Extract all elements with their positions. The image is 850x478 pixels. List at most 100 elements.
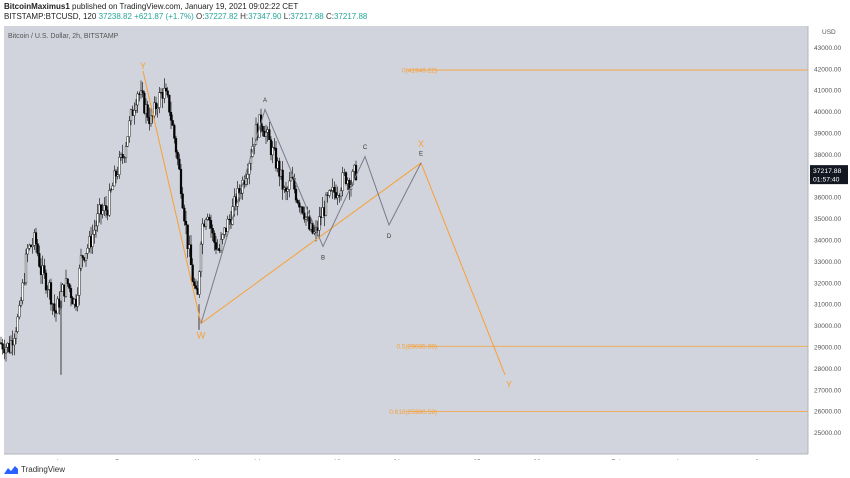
candle-body xyxy=(118,157,121,175)
candle-body xyxy=(209,220,213,229)
candle-body xyxy=(183,207,186,222)
open-label: O: xyxy=(196,12,205,21)
candle-body xyxy=(146,104,149,118)
y-tick-label: 30000.00 xyxy=(814,323,841,330)
candle-body xyxy=(9,340,13,353)
footer-brand[interactable]: TradingView xyxy=(21,464,66,474)
candle-body xyxy=(68,283,71,289)
candle-body xyxy=(19,300,23,306)
candle-body xyxy=(49,282,53,305)
candle-body xyxy=(101,210,104,215)
candle-body xyxy=(178,158,181,170)
y-tick-label: 25000.00 xyxy=(814,430,841,437)
candle-body xyxy=(191,264,194,282)
x-tick-label: 28 xyxy=(533,459,541,460)
candle-body xyxy=(336,195,339,199)
low-label: L: xyxy=(283,12,291,21)
candle-body xyxy=(13,338,16,346)
candle-body xyxy=(286,189,289,192)
candle-body xyxy=(53,303,56,312)
fib-level-label: 0(41940.22) xyxy=(402,68,437,75)
fib-levels-group: 0(41940.22) 0.5(29035.99) 0.618(25990.59) xyxy=(389,68,808,416)
candle-body xyxy=(84,253,88,261)
candle-body xyxy=(171,120,174,126)
candle-body xyxy=(164,87,168,91)
candle-body xyxy=(18,305,21,318)
author-name[interactable]: BitcoinMaximus1 xyxy=(4,2,70,11)
candle-body xyxy=(24,253,28,284)
x-tick-label: 21 xyxy=(393,459,401,460)
y-axis[interactable]: 25000.00 26000.00 27000.00 28000.00 29000.00… xyxy=(807,26,841,454)
wave-label: D xyxy=(387,234,392,240)
candle-body xyxy=(208,216,211,221)
candle-body xyxy=(143,92,146,114)
candle-body xyxy=(158,92,161,108)
candle-body xyxy=(174,138,178,153)
candle-body xyxy=(166,90,169,96)
x-tick-label: 11 xyxy=(194,459,201,460)
y-tick-label: 40000.00 xyxy=(814,109,841,116)
publisher-line: BitcoinMaximus1 published on TradingView… xyxy=(4,2,298,11)
candle-body xyxy=(81,255,84,258)
tradingview-logo-icon[interactable] xyxy=(4,465,18,474)
symbol-line: BITSTAMP:BTCUSD, 120 xyxy=(4,12,97,21)
candle-body xyxy=(34,232,38,244)
fib-level-label: 0.618(25990.59) xyxy=(389,409,437,416)
candle-body xyxy=(244,178,248,185)
candle-body xyxy=(99,204,103,215)
gray-wave-line xyxy=(200,107,422,324)
candle-body xyxy=(1,343,4,350)
price-change: +621.87 (+1.7%) xyxy=(134,12,194,21)
chart-header: BitcoinMaximus1 published on TradingView… xyxy=(0,0,850,24)
candle-body xyxy=(339,190,343,197)
price-tag-countdown: 01:57:40 xyxy=(813,177,840,184)
candle-body xyxy=(274,148,278,169)
chart-title: Bitcoin / U.S. Dollar, 2h, BITSTAMP xyxy=(8,33,119,40)
candle-body xyxy=(126,136,129,147)
x-tick-label: 14 xyxy=(253,459,261,460)
waves-group xyxy=(142,70,506,376)
candle-body xyxy=(219,239,223,251)
candle-body xyxy=(133,110,136,116)
candle-body xyxy=(334,192,338,199)
x-tick-label: Feb xyxy=(611,459,623,460)
y-tick-label: 32000.00 xyxy=(814,280,841,287)
candle-body xyxy=(16,316,19,332)
x-axis[interactable]: 4 7 11 14 18 21 25 28 Feb 4 8 xyxy=(4,453,808,460)
candle-body xyxy=(123,157,126,159)
candle-body xyxy=(0,342,3,344)
candle-body xyxy=(351,171,354,185)
candle-body xyxy=(86,247,89,254)
candle-body xyxy=(66,278,69,285)
wave-labels-group: A B C D E W X Y Y xyxy=(140,61,512,390)
candle-body xyxy=(271,147,274,156)
candle-body xyxy=(189,244,193,266)
x-tick-label: 25 xyxy=(473,459,481,460)
candle-body xyxy=(21,282,24,301)
candle-body xyxy=(64,278,68,297)
price-chart[interactable]: 0(41940.22)0.5(29035.99)0.618(25990.59) … xyxy=(0,24,850,460)
y-tick-label: 35000.00 xyxy=(814,216,841,223)
low-value: 37217.88 xyxy=(290,12,324,21)
candle-body xyxy=(296,199,299,203)
wave-label: X xyxy=(418,139,424,149)
wave-label: Y xyxy=(506,380,512,390)
fib-level-label: 0.5(29035.99) xyxy=(397,344,437,351)
candle-body xyxy=(96,213,99,227)
candle-body xyxy=(111,185,114,190)
candle-body xyxy=(318,216,321,231)
price-tag: 37217.88 01:57:40 xyxy=(810,165,848,185)
high-value: 37347.90 xyxy=(248,12,282,21)
candle-body xyxy=(198,271,201,295)
y-tick-label: 28000.00 xyxy=(814,366,841,373)
candle-body xyxy=(344,172,348,184)
candle-body xyxy=(26,248,29,255)
candle-body xyxy=(14,331,18,339)
candle-body xyxy=(169,112,173,121)
x-tick-label: 18 xyxy=(333,459,341,460)
candle-body xyxy=(193,281,196,286)
candle-body xyxy=(324,194,328,216)
plot-area[interactable] xyxy=(4,26,808,454)
candle-body xyxy=(43,265,46,274)
candle-body xyxy=(281,169,284,190)
